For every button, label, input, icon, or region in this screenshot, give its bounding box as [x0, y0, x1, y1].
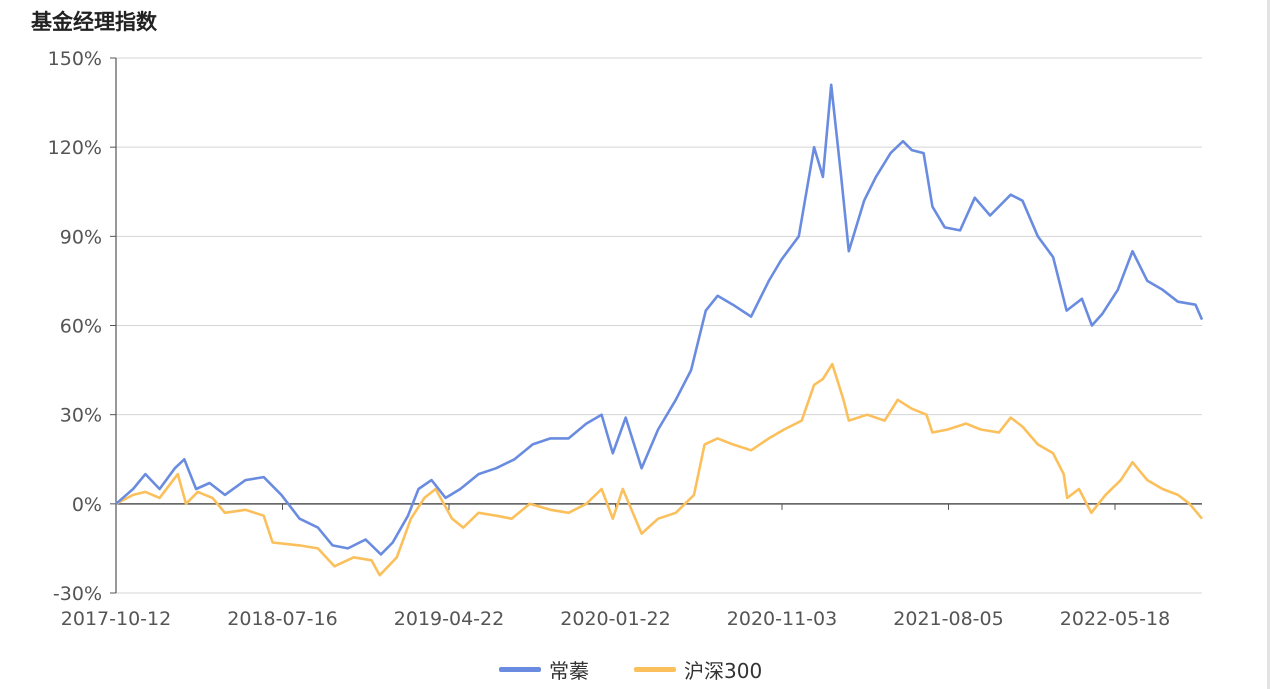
legend-swatch: [634, 667, 676, 672]
panel-border: [1267, 0, 1270, 689]
legend-label: 沪深300: [684, 659, 762, 683]
x-tick-label: 2017-10-12: [61, 608, 171, 630]
x-tick-label: 2020-01-22: [560, 608, 670, 630]
y-tick-label: 120%: [48, 137, 102, 159]
y-tick-label: 150%: [48, 48, 102, 70]
x-tick-label: 2021-08-05: [893, 608, 1003, 630]
series-line-manager: [115, 83, 1204, 556]
y-tick-label: 60%: [60, 316, 102, 338]
x-tick-label: 2020-11-03: [727, 608, 837, 630]
series-lines: [115, 83, 1204, 577]
y-tick-label: 30%: [60, 405, 102, 427]
y-axis: -30% 0% 30% 60% 90% 120% 150%: [48, 48, 117, 605]
series-line-hs300: [115, 362, 1203, 577]
x-axis: 2017-10-12 2018-07-16 2019-04-22 2020-01-22…: [61, 503, 1202, 630]
x-tick-label: 2018-07-16: [227, 608, 337, 630]
chart-title: 基金经理指数: [31, 10, 157, 34]
x-tick-label: 2022-05-18: [1060, 608, 1170, 630]
y-tick-label: 0%: [72, 494, 102, 516]
grid-lines: [116, 57, 1202, 594]
x-tick-label: 2019-04-22: [394, 608, 504, 630]
y-tick-label: 90%: [60, 226, 102, 248]
legend-label: 常蓁: [549, 659, 589, 683]
y-tick-label: -30%: [53, 583, 102, 605]
legend: 常蓁 沪深300: [499, 659, 762, 683]
legend-swatch: [499, 667, 541, 672]
